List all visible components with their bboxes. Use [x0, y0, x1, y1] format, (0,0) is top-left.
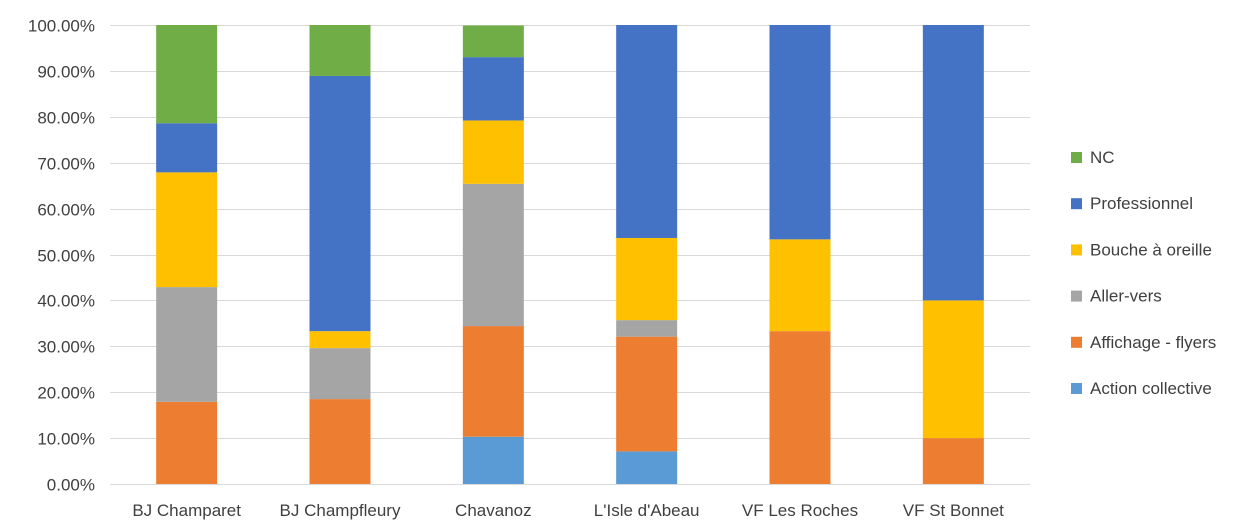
legend-label: NC	[1090, 148, 1115, 167]
legend-label: Professionnel	[1090, 194, 1193, 213]
bar-segment	[309, 331, 371, 349]
bar-segment	[922, 300, 984, 439]
bar-segment	[462, 57, 524, 121]
gridlines	[110, 25, 1030, 485]
y-tick-label: 30.00%	[37, 338, 95, 357]
bar-segment	[769, 239, 831, 332]
legend-swatch	[1071, 383, 1082, 394]
y-axis-ticks: 0.00% 10.00% 20.00% 30.00% 40.00% 50.00% 60.00…	[28, 17, 95, 495]
bar-segment	[462, 183, 524, 327]
bar-segment	[462, 436, 524, 484]
legend-swatch	[1071, 290, 1082, 302]
bar-segment	[156, 25, 218, 124]
x-category-label: BJ Champaret	[132, 501, 241, 520]
y-tick-label: 100.00%	[28, 17, 95, 36]
y-tick-label: 70.00%	[37, 155, 95, 174]
legend-label: Action collective	[1090, 379, 1212, 398]
bar-segment	[616, 25, 678, 238]
x-category-label: VF St Bonnet	[903, 501, 1004, 520]
bars	[156, 25, 984, 484]
x-category-label: Chavanoz	[455, 501, 532, 520]
legend: NC Professionnel Bouche à oreille Aller-ver…	[1071, 148, 1216, 398]
legend-swatch	[1071, 336, 1082, 348]
y-tick-label: 90.00%	[37, 63, 95, 82]
x-category-label: L'Isle d'Abeau	[594, 501, 700, 520]
bar-segment	[616, 336, 678, 452]
legend-label: Affichage - flyers	[1090, 333, 1216, 352]
bar-segment	[922, 438, 984, 484]
x-axis-categories: BJ Champaret BJ Champfleury Chavanoz L'Isle…	[132, 501, 1004, 520]
bar-segment	[309, 75, 371, 332]
bar-segment	[462, 326, 524, 437]
y-tick-label: 0.00%	[47, 476, 95, 495]
x-category-label: VF Les Roches	[742, 501, 858, 520]
bar-segment	[616, 320, 678, 337]
bar-segment	[309, 399, 371, 484]
legend-label: Bouche à oreille	[1090, 240, 1212, 259]
x-category-label: BJ Champfleury	[280, 501, 401, 520]
bar-segment	[616, 451, 678, 484]
y-tick-label: 10.00%	[37, 430, 95, 449]
bar-segment	[922, 25, 984, 301]
bar-segment	[156, 172, 218, 288]
legend-swatch	[1071, 244, 1082, 256]
bar-segment	[309, 348, 371, 400]
y-tick-label: 60.00%	[37, 201, 95, 220]
bar-segment	[156, 123, 218, 173]
bar-segment	[769, 25, 831, 240]
legend-swatch	[1071, 198, 1082, 210]
y-tick-label: 20.00%	[37, 384, 95, 403]
y-tick-label: 40.00%	[37, 292, 95, 311]
legend-label: Aller-vers	[1090, 287, 1162, 306]
y-tick-label: 50.00%	[37, 247, 95, 266]
bar-segment	[616, 237, 678, 321]
legend-swatch	[1071, 152, 1082, 163]
bar-segment	[462, 25, 524, 58]
y-tick-label: 80.00%	[37, 109, 95, 128]
bar-segment	[462, 120, 524, 184]
bar-segment	[156, 287, 218, 402]
bar-segment	[309, 25, 371, 76]
bar-segment	[769, 331, 831, 484]
bar-segment	[156, 401, 218, 484]
